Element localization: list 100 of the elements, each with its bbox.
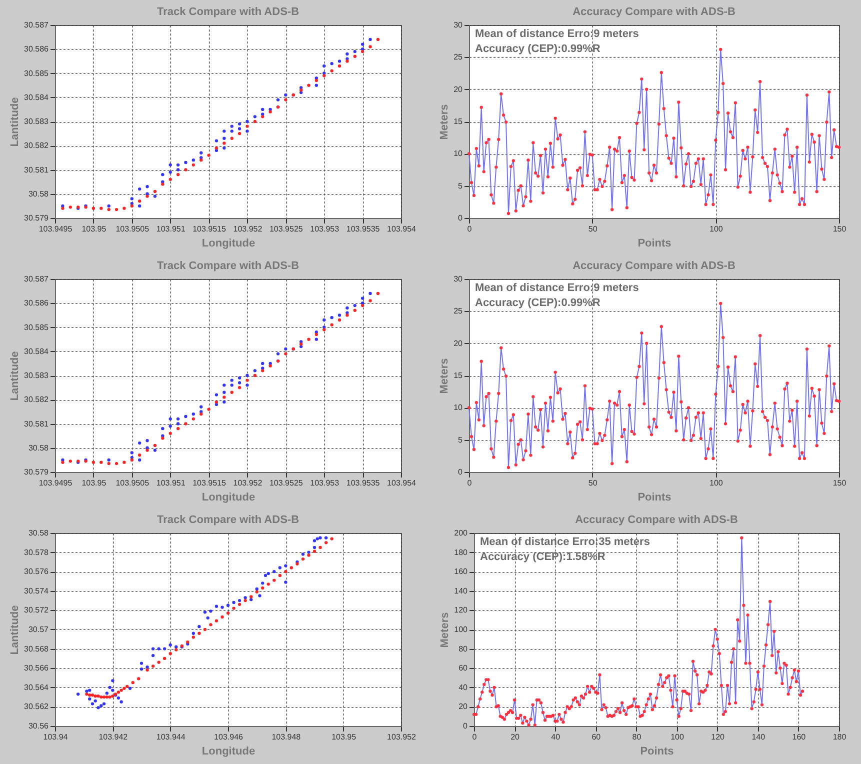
y-tick-label: 30.585	[24, 68, 50, 78]
annotation: Accuracy (CEP):1.58%R	[480, 551, 606, 563]
x-tick-label: 103.942	[98, 732, 128, 742]
y-tick-label: 30.562	[24, 702, 50, 712]
y-tick-label: 5	[458, 181, 464, 190]
x-tick-label: 103.95	[82, 478, 107, 488]
y-tick-label: 30.587	[24, 274, 50, 284]
x-tick-label: 150	[832, 224, 847, 234]
x-tick-label: 100	[709, 478, 724, 488]
x-tick-label: 80	[632, 732, 642, 742]
x-tick-label: 103.953	[310, 478, 340, 488]
y-tick-label: 30.586	[24, 298, 50, 308]
x-tick-label: 103.95	[82, 224, 107, 234]
annotation: Accuracy (CEP):0.99%R	[475, 43, 600, 55]
x-tick-label: 180	[832, 732, 847, 742]
x-tick-label: 103.9515	[192, 478, 227, 488]
y-tick-label: 30.578	[24, 548, 50, 557]
y-tick-label: 20	[454, 338, 464, 348]
x-tick-label: 103.946	[214, 732, 244, 742]
y-tick-label: 30.581	[24, 165, 50, 174]
y-axis-title: Lantitude	[9, 605, 22, 655]
x-axis-title: Points	[640, 746, 674, 758]
x-tick-label: 100	[709, 224, 724, 234]
chart-title: Track Compare with ADS-B	[156, 260, 300, 272]
chart-title: Track Compare with ADS-B	[156, 514, 300, 526]
x-tick-label: 103.948	[272, 732, 302, 742]
x-tick-label: 160	[792, 732, 806, 742]
y-tick-label: 0	[458, 468, 464, 476]
y-tick-label: 10	[454, 403, 464, 412]
y-tick-label: 30.58	[28, 528, 50, 538]
y-tick-label: 80	[458, 644, 468, 654]
chart-title: Accuracy Compare with ADS-B	[575, 514, 738, 526]
y-tick-label: 25	[454, 306, 464, 316]
y-tick-label: 30.586	[24, 44, 50, 54]
y-tick-label: 100	[454, 625, 468, 634]
y-tick-label: 15	[454, 117, 464, 126]
annotation: Mean of distance Erro:9 meters	[475, 282, 639, 294]
y-tick-label: 30.572	[24, 606, 50, 615]
annotation: Accuracy (CEP):0.99%R	[475, 297, 600, 309]
y-tick-label: 20	[458, 702, 468, 712]
y-tick-label: 160	[454, 567, 468, 576]
y-tick-label: 30.587	[24, 20, 50, 30]
x-tick-label: 103.9495	[38, 224, 73, 234]
y-tick-label: 15	[454, 371, 464, 380]
y-tick-label: 180	[454, 548, 468, 557]
x-tick-label: 0	[472, 732, 478, 742]
y-axis-title: Meters	[438, 104, 451, 140]
x-tick-label: 103.951	[156, 224, 186, 234]
x-tick-label: 60	[592, 732, 602, 742]
y-tick-label: 30.576	[24, 567, 50, 576]
y-tick-label: 30.579	[24, 468, 50, 476]
y-tick-label: 30.564	[24, 682, 50, 692]
y-tick-label: 30.582	[24, 395, 50, 404]
x-tick-label: 50	[588, 478, 598, 488]
x-tick-label: 150	[832, 478, 847, 488]
x-tick-label: 100	[670, 732, 684, 742]
x-tick-label: 120	[711, 732, 726, 742]
y-tick-label: 30.58	[28, 189, 50, 198]
y-tick-label: 0	[458, 214, 464, 222]
y-axis-title: Lantitude	[9, 97, 22, 147]
y-tick-label: 30.568	[24, 644, 50, 654]
y-tick-label: 200	[454, 528, 468, 538]
x-tick-label: 50	[588, 224, 598, 234]
y-tick-label: 30.582	[24, 141, 50, 150]
x-tick-label: 103.9495	[38, 478, 73, 488]
y-tick-label: 30.583	[24, 117, 50, 126]
y-tick-label: 30.58	[28, 443, 50, 452]
y-tick-label: 30.57	[28, 625, 50, 634]
x-tick-label: 103.952	[233, 224, 263, 234]
x-tick-label: 103.952	[387, 732, 417, 742]
x-tick-label: 20	[510, 732, 520, 742]
chart-title: Accuracy Compare with ADS-B	[572, 6, 736, 18]
y-tick-label: 5	[458, 435, 464, 444]
x-axis-title: Points	[638, 492, 672, 504]
x-axis-title: Points	[638, 238, 672, 250]
y-tick-label: 140	[454, 586, 468, 596]
y-tick-label: 30.579	[24, 214, 50, 222]
y-axis-title: Lantitude	[9, 351, 22, 401]
x-tick-label: 103.954	[387, 478, 417, 488]
y-tick-label: 20	[454, 84, 464, 94]
y-axis-title: Meters	[439, 612, 452, 648]
y-axis-title: Meters	[438, 358, 451, 394]
y-tick-label: 10	[454, 149, 464, 158]
y-tick-label: 120	[454, 606, 468, 615]
chart-title: Track Compare with ADS-B	[156, 6, 300, 18]
y-tick-label: 30.56	[28, 722, 50, 730]
y-tick-label: 40	[458, 682, 468, 692]
y-tick-label: 0	[463, 722, 468, 730]
y-tick-label: 30.583	[24, 371, 50, 380]
x-tick-label: 103.95	[332, 732, 357, 742]
y-tick-label: 30.584	[24, 92, 50, 102]
x-tick-label: 103.9535	[346, 224, 380, 234]
y-tick-label: 30.585	[24, 322, 50, 332]
x-tick-label: 103.94	[43, 732, 68, 742]
x-tick-label: 103.953	[310, 224, 340, 234]
x-tick-label: 103.954	[387, 224, 417, 234]
x-tick-label: 40	[551, 732, 561, 742]
chart-title: Accuracy Compare with ADS-B	[572, 260, 736, 272]
x-axis-title: Longitude	[202, 492, 256, 504]
x-tick-label: 103.9535	[346, 478, 380, 488]
